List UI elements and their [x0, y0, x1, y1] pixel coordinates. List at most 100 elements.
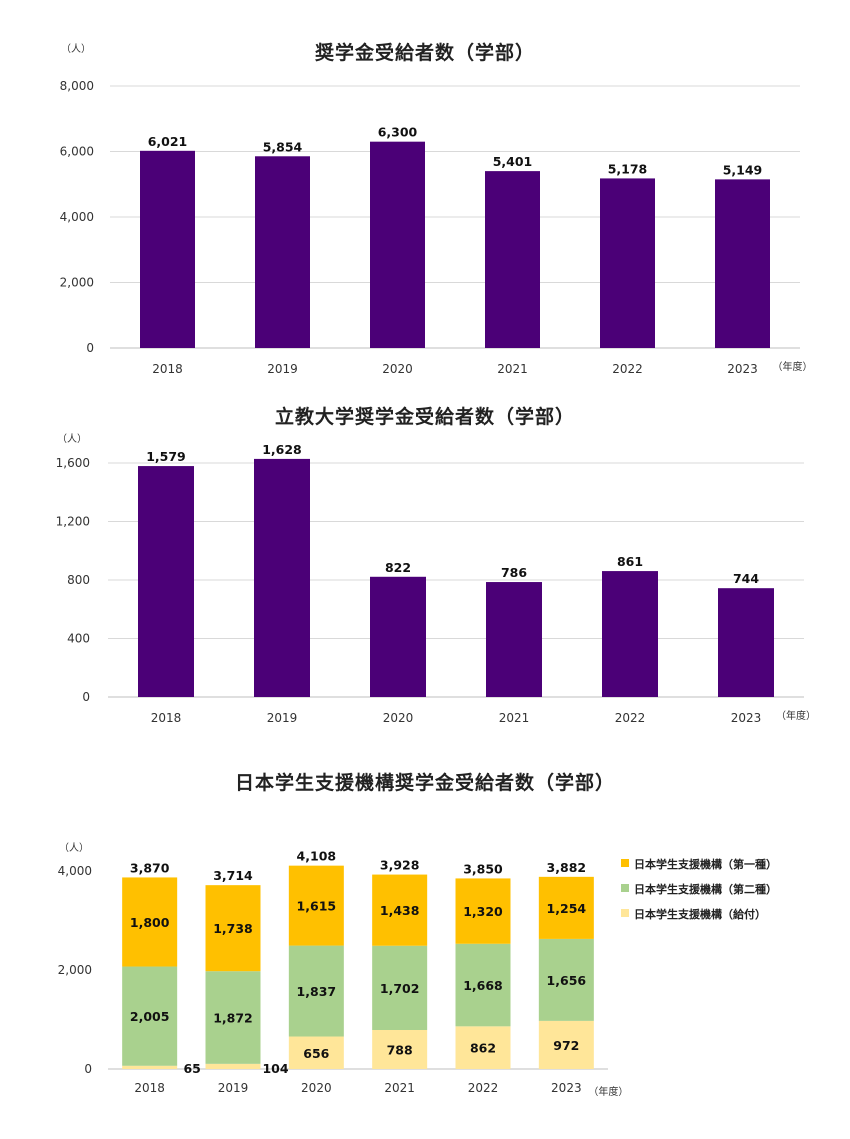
chart3-data-label: 788 [387, 1042, 413, 1057]
chart3-total-label: 3,882 [547, 860, 587, 875]
chart2-bar [602, 571, 658, 697]
chart2-data-label: 1,628 [262, 442, 302, 457]
chart1-ytick-label: 2,000 [60, 276, 94, 290]
chart3-bar-segment [455, 878, 511, 944]
chart1-ytick-label: 8,000 [60, 79, 94, 93]
chart3-xtick-label: 2022 [468, 1081, 499, 1095]
chart3-ytick-label: 0 [84, 1062, 92, 1076]
chart3-bar-segment [205, 885, 261, 972]
chart2-title: 立教大学奨学金受給者数（学部） [274, 406, 575, 428]
chart2-data-label: 744 [733, 571, 759, 586]
chart2-data-label: 861 [617, 554, 643, 569]
chart2-bar [138, 466, 194, 697]
chart3-bar-segment [538, 938, 594, 1021]
chart3-xtick-label: 2021 [384, 1081, 415, 1095]
chart2-plot: 0 400 800 1,200 1,600 （人） 1,579 2018 1,628 2019 82… [56, 433, 816, 725]
chart1-data-label: 6,300 [378, 125, 418, 140]
chart2-ytick-label: 1,200 [56, 515, 90, 529]
chart3-plot: 0 2,000 4,000 （人） 65 2,005 1,800 3,870 2018 104 1,… [58, 842, 777, 1098]
chart3-bar-segment [122, 1065, 178, 1069]
chart2-ytick-label: 1,600 [56, 456, 90, 470]
chart3-total-label: 4,108 [297, 849, 337, 864]
chart1-bar [370, 141, 425, 348]
chart2-bar [254, 458, 310, 697]
chart3-y-unit: （人） [59, 842, 89, 854]
chart3-bar-segment [372, 874, 428, 946]
chart3-data-label: 862 [470, 1041, 496, 1056]
chart3-data-label: 1,738 [213, 921, 253, 936]
chart2-data-label: 822 [385, 560, 411, 575]
chart3-data-label: 1,800 [130, 915, 170, 930]
chart1-bar [140, 150, 195, 348]
chart3-data-label: 1,668 [463, 978, 503, 993]
chart1-xtick-label: 2019 [267, 362, 298, 376]
chart1-data-label: 5,401 [493, 154, 533, 169]
chart3-data-label: 1,702 [380, 981, 420, 996]
chart3-ytick-label: 2,000 [58, 963, 92, 977]
chart1-bar [715, 179, 770, 348]
chart1-ytick-label: 6,000 [60, 145, 94, 159]
chart1-data-label: 5,178 [608, 161, 648, 176]
chart3-bar-segment [372, 945, 428, 1030]
chart1-x-unit: （年度） [773, 360, 813, 373]
chart3-bar-segment [455, 943, 511, 1027]
chart2-data-label: 1,579 [146, 449, 186, 464]
chart2-xtick-label: 2021 [499, 711, 530, 725]
chart3-bar-segment [455, 1026, 511, 1069]
chart1-xtick-label: 2018 [152, 362, 183, 376]
chart1-bar [600, 178, 655, 348]
chart1-xtick-label: 2023 [727, 362, 758, 376]
chart1-data-label: 6,021 [148, 134, 188, 149]
chart3-ytick-label: 4,000 [58, 864, 92, 878]
chart3-data-label: 65 [183, 1061, 200, 1076]
chart3-bar-segment [122, 877, 178, 967]
chart1-y-unit: （人） [61, 43, 91, 55]
chart3-data-label: 2,005 [130, 1009, 170, 1024]
chart3-legend-label: 日本学生支援機構（給付） [634, 907, 766, 921]
chart1-title: 奨学金受給者数（学部） [314, 42, 535, 64]
chart3-legend-swatch [621, 884, 629, 892]
chart3-legend-swatch [621, 859, 629, 867]
chart3-legend-label: 日本学生支援機構（第一種） [634, 857, 777, 871]
chart2-xtick-label: 2018 [151, 711, 182, 725]
chart1-data-label: 5,854 [263, 139, 303, 154]
chart3-total-label: 3,714 [213, 868, 253, 883]
chart3-data-label: 1,254 [547, 901, 587, 916]
chart1-xtick-label: 2020 [382, 362, 413, 376]
chart3-bar-segment [122, 966, 178, 1066]
chart2-xtick-label: 2020 [383, 711, 414, 725]
chart3-title: 日本学生支援機構奨学金受給者数（学部） [234, 772, 615, 794]
chart2-data-label: 786 [501, 565, 527, 580]
chart3-xtick-label: 2019 [218, 1081, 249, 1095]
chart1-bar [255, 156, 310, 348]
chart2-bar [370, 576, 426, 697]
chart3-xtick-label: 2018 [134, 1081, 165, 1095]
chart2-bar [486, 582, 542, 697]
chart3-bar-segment [538, 876, 594, 939]
chart2-xtick-label: 2022 [615, 711, 646, 725]
chart3-data-label: 1,438 [380, 903, 420, 918]
chart1-xtick-label: 2021 [497, 362, 528, 376]
chart2-x-unit: （年度） [776, 709, 816, 722]
chart3-bar-segment [205, 971, 261, 1064]
chart3-total-label: 3,928 [380, 858, 420, 873]
chart3-total-label: 3,850 [463, 861, 503, 876]
chart3-x-unit: （年度） [588, 1085, 628, 1098]
chart3-total-label: 3,870 [130, 860, 170, 875]
chart3-bar-segment [538, 1020, 594, 1069]
chart3-bar-segment [288, 1036, 344, 1069]
chart3-data-label: 1,837 [297, 984, 337, 999]
chart2-ytick-label: 0 [82, 690, 90, 704]
chart2-ytick-label: 800 [67, 573, 90, 587]
chart3-data-label: 1,615 [297, 899, 337, 914]
chart3-data-label: 104 [262, 1061, 288, 1076]
chart3-legend-label: 日本学生支援機構（第二種） [634, 882, 777, 896]
chart1-plot: 0 2,000 4,000 6,000 8,000 （人） 6,021 2018 5,854 20… [60, 43, 813, 376]
chart3-xtick-label: 2020 [301, 1081, 332, 1095]
chart1-data-label: 5,149 [723, 162, 763, 177]
chart2-xtick-label: 2019 [267, 711, 298, 725]
chart1-bar [485, 171, 540, 348]
chart3-xtick-label: 2023 [551, 1081, 582, 1095]
chart1-ytick-label: 0 [86, 341, 94, 355]
chart3-bar-segment [288, 945, 344, 1037]
